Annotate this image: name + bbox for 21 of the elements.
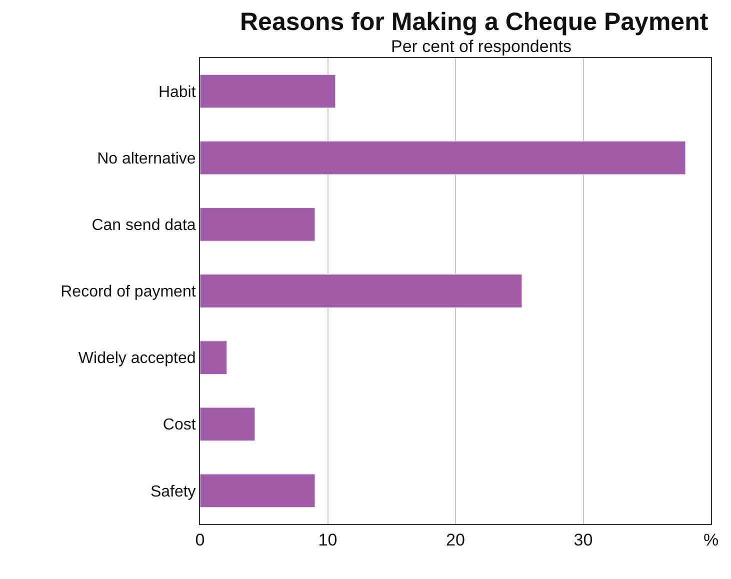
chart-title: Reasons for Making a Cheque Payment [240,8,709,36]
x-tick-label: 30 [574,530,593,550]
x-tick-label: % [703,530,719,550]
bar [200,140,686,175]
x-tick-label: 20 [446,530,465,550]
bar [200,407,256,442]
x-tick-label: 10 [318,530,338,550]
bar [200,274,522,308]
y-tick-label: No alternative [97,150,196,168]
y-tick-label: Habit [158,84,196,101]
y-tick-label: Cost [162,416,196,434]
y-tick-label: Can send data [92,217,196,234]
y-tick-label: Record of payment [60,284,196,301]
bar [200,74,336,108]
chart-subtitle: Per cent of respondents [391,37,572,56]
x-tick-label: 0 [195,530,205,550]
bar [200,340,228,374]
y-tick-label: Safety [150,483,196,500]
bar [200,208,316,242]
y-tick-label: Widely accepted [78,350,196,368]
bar [200,474,316,508]
